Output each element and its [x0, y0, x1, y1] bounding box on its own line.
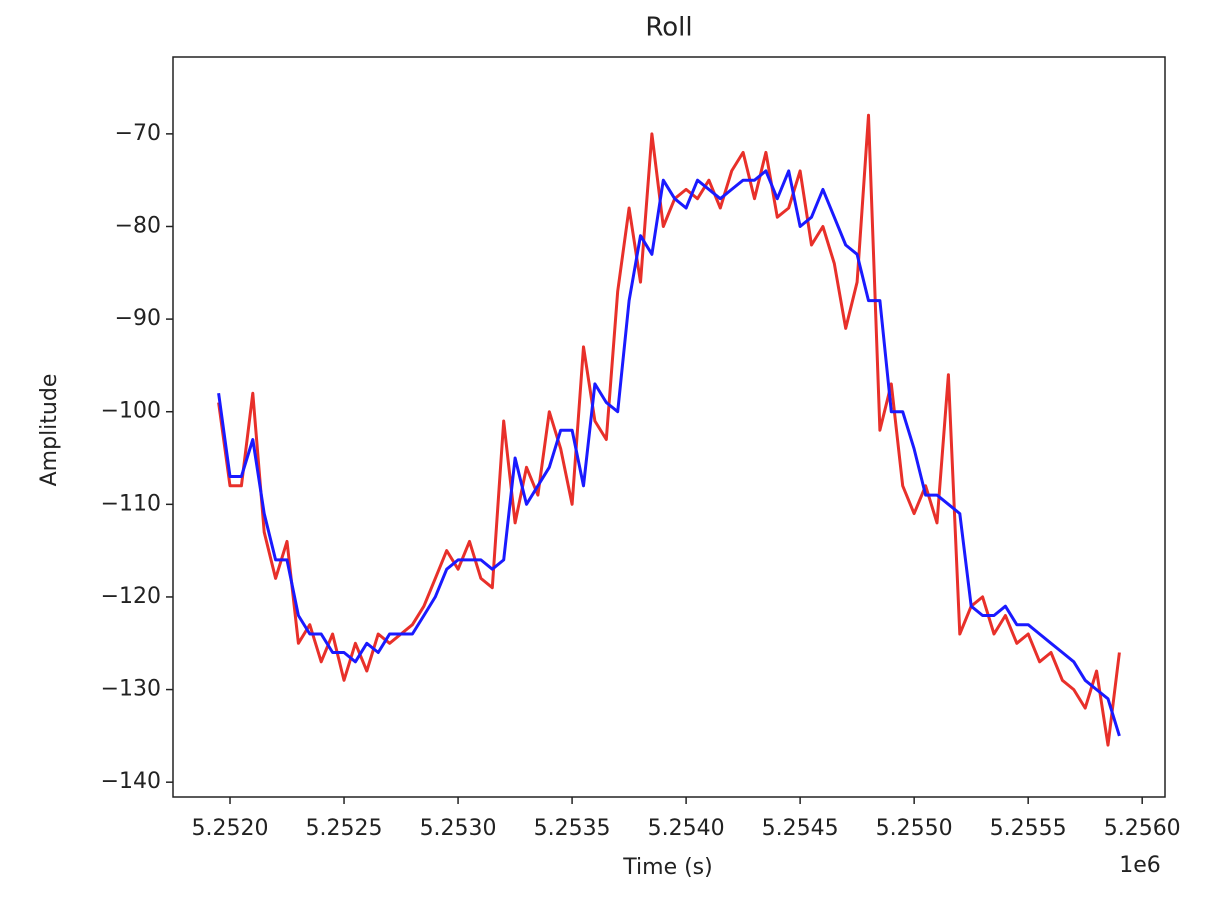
- x-tick-label: 5.2525: [306, 816, 383, 841]
- y-tick-label: −70: [115, 121, 161, 146]
- series-line: [217, 113, 1121, 747]
- y-tick-label: −130: [101, 677, 161, 702]
- y-tick-label: −90: [115, 306, 161, 331]
- x-tick-label: 5.2545: [762, 816, 839, 841]
- y-tick-label: −100: [101, 399, 161, 424]
- series-line: [217, 169, 1121, 737]
- y-tick-label: −140: [101, 769, 161, 794]
- y-tick-label: −80: [115, 213, 161, 238]
- y-tick-label: −110: [101, 491, 161, 516]
- x-tick-label: 5.2540: [648, 816, 725, 841]
- plot-frame: [172, 56, 1166, 798]
- x-tick-label: 5.2530: [420, 816, 497, 841]
- y-tick-label: −120: [101, 584, 161, 609]
- x-axis-label: Time (s): [622, 855, 712, 880]
- x-tick-label: 5.2550: [876, 816, 953, 841]
- y-axis-label: Amplitude: [37, 374, 62, 487]
- x-tick-label: 5.2520: [192, 816, 269, 841]
- x-tick-label: 5.2535: [534, 816, 611, 841]
- x-tick-label: 5.2555: [990, 816, 1067, 841]
- x-tick-label: 5.2560: [1104, 816, 1181, 841]
- chart-title: Roll: [645, 13, 692, 43]
- x-offset-label: 1e6: [1119, 853, 1161, 878]
